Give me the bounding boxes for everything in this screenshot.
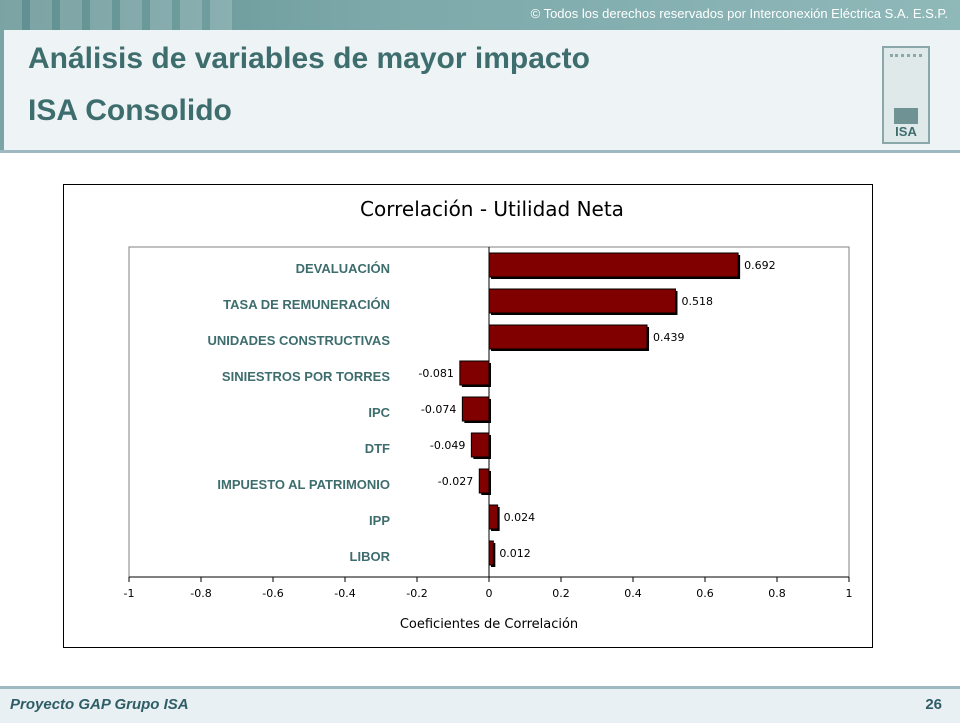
category-label: TASA DE REMUNERACIÓN <box>223 297 390 312</box>
category-label: IPP <box>369 513 390 528</box>
bar <box>488 288 676 314</box>
x-tick-label: 1 <box>846 587 853 600</box>
bar <box>488 324 648 350</box>
value-label: -0.081 <box>418 367 453 380</box>
x-tick-label: -0.2 <box>406 587 427 600</box>
x-axis: -1 -0.8 -0.6 -0.4 -0.2 0 0.2 0.4 0.6 0.8 1 <box>124 576 853 600</box>
value-label: 0.692 <box>744 259 776 272</box>
slide-subtitle: ISA Consolido <box>28 94 232 127</box>
value-label: 0.439 <box>653 331 685 344</box>
copyright-notice: © Todos los derechos reservados por Inte… <box>530 6 948 21</box>
bar <box>488 540 494 566</box>
x-tick-label: 0 <box>486 587 493 600</box>
bar <box>488 504 499 530</box>
x-tick-label: 0.4 <box>624 587 642 600</box>
chart-container: Correlación - Utilidad Neta DEVALUACIÓN 0… <box>63 184 873 648</box>
category-label: IMPUESTO AL PATRIMONIO <box>217 477 390 492</box>
bars-layer: DEVALUACIÓN 0.692 TASA DE REMUNERACIÓN 0.51… <box>208 247 776 577</box>
correlation-chart: Correlación - Utilidad Neta DEVALUACIÓN 0… <box>124 197 853 632</box>
value-label: -0.027 <box>438 475 473 488</box>
x-tick-label: 0.8 <box>768 587 786 600</box>
x-tick-label: 0.2 <box>552 587 570 600</box>
slide-header: Análisis de variables de mayor impacto I… <box>0 30 960 153</box>
isa-logo: ISA <box>882 46 930 144</box>
bar <box>470 432 490 458</box>
top-banner: © Todos los derechos reservados por Inte… <box>0 0 960 30</box>
category-label: DTF <box>365 441 390 456</box>
chart-title: Correlación - Utilidad Neta <box>360 197 624 221</box>
value-label: 0.518 <box>681 295 713 308</box>
x-tick-label: -0.6 <box>262 587 283 600</box>
category-label: LIBOR <box>350 549 391 564</box>
bar <box>459 360 490 386</box>
x-axis-label: Coeficientes de Correlación <box>400 617 578 632</box>
value-label: 0.012 <box>499 547 531 560</box>
logo-mark-icon <box>894 108 918 124</box>
x-tick-label: -0.8 <box>190 587 211 600</box>
slide-title: Análisis de variables de mayor impacto <box>28 42 590 75</box>
bar <box>488 252 739 278</box>
project-name: Proyecto GAP Grupo ISA <box>10 696 189 713</box>
slide-footer: Proyecto GAP Grupo ISA 26 <box>0 686 960 723</box>
logo-dots <box>890 54 922 61</box>
value-label: -0.049 <box>430 439 465 452</box>
x-tick-label: 0.6 <box>696 587 714 600</box>
bar <box>461 396 490 422</box>
category-label: UNIDADES CONSTRUCTIVAS <box>208 333 391 348</box>
value-label: -0.074 <box>421 403 456 416</box>
value-label: 0.024 <box>504 511 536 524</box>
header-accent <box>0 30 4 150</box>
bar <box>478 468 490 494</box>
category-label: IPC <box>368 405 390 420</box>
logo-text: ISA <box>895 124 917 139</box>
category-label: DEVALUACIÓN <box>296 261 390 276</box>
x-tick-label: -1 <box>124 587 135 600</box>
x-tick-label: -0.4 <box>334 587 355 600</box>
page-number: 26 <box>925 696 942 713</box>
category-label: SINIESTROS POR TORRES <box>222 369 390 384</box>
banner-stripes <box>0 0 300 30</box>
